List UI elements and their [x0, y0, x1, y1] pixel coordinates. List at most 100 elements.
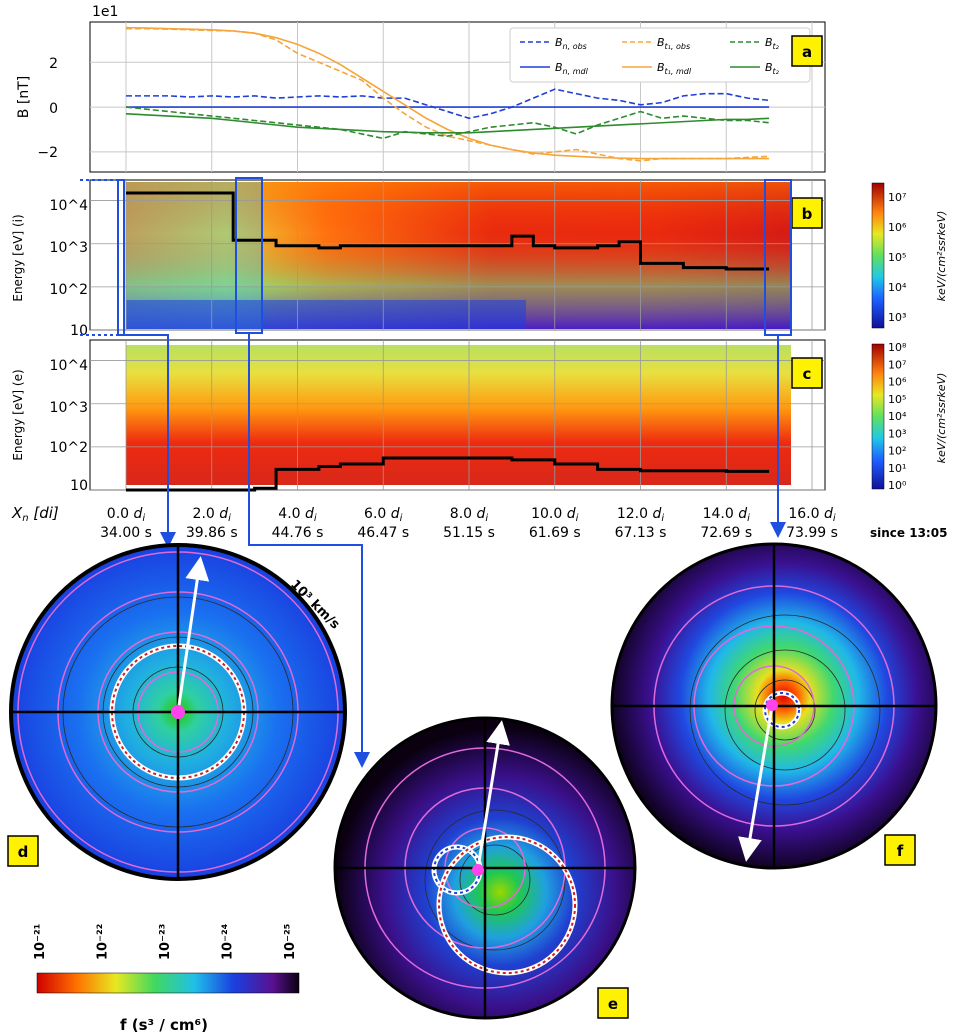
x-tick-time-7: 72.69 s	[700, 525, 752, 541]
badge-d: d	[7, 835, 39, 867]
a-ytick-2: 2	[49, 56, 58, 72]
svg-text:a: a	[802, 43, 812, 61]
cbar-b-t2: 10⁴	[888, 281, 907, 294]
a-ylabel: B [nT]	[16, 76, 32, 118]
panel-a: 1e1 2 0 −2 B [nT] Bn, obs Bn, mdl Bt₁, o…	[16, 4, 826, 173]
x-tick-time-0: 34.00 s	[100, 525, 152, 541]
svg-text:f: f	[897, 842, 904, 860]
x-tick-time-2: 44.76 s	[272, 525, 324, 541]
panel-d: 10³ km/s d	[7, 543, 347, 881]
arrow-f	[738, 705, 774, 862]
panel-b-trace	[126, 191, 770, 271]
cbar-c-tick-7: 10⁷	[888, 358, 906, 371]
colorbar-f-label: f (s³ / cm⁶)	[120, 1016, 208, 1034]
svg-text:e: e	[608, 995, 618, 1013]
arrow-e	[476, 720, 510, 869]
b-ytick-10: 10	[70, 323, 88, 339]
x-tick-di-0: 0.0 di	[107, 506, 146, 524]
cbar-f-tick-3: 10⁻²⁴	[221, 923, 236, 960]
contour-f-3	[689, 614, 881, 806]
panel-c: 10^4 10^3 10^2 10 Energy [eV] (e) c 10⁰1…	[11, 339, 948, 494]
panel-b: 10^4 10^3 10^2 10 Energy [eV] (i) b 10⁷ …	[11, 179, 948, 339]
x-tick-time-8: 73.99 s	[786, 525, 838, 541]
x-tick-di-8: 16.0 di	[788, 506, 836, 524]
b-ytick-1e2: 10^2	[50, 282, 88, 298]
x-tick-di-3: 6.0 di	[364, 506, 403, 524]
cbar-b-t4: 10⁶	[888, 221, 907, 234]
b-ytick-1e4: 10^4	[50, 198, 89, 214]
a-series-0	[126, 88, 770, 120]
badge-e: e	[597, 987, 629, 1019]
badge-a: a	[791, 35, 823, 67]
cbar-c-label: keV/(cm²ssrkeV)	[935, 373, 948, 464]
contour-f-2	[724, 649, 846, 771]
panel-c-heatmap	[126, 345, 791, 485]
colorbar-f-bar	[36, 972, 300, 994]
peak-marker-f	[766, 699, 778, 711]
cbar-f-tick-4: 10⁻²⁵	[283, 924, 298, 960]
peak-marker-e	[472, 864, 484, 876]
x-tick-di-5: 10.0 di	[531, 506, 579, 524]
svg-text:b: b	[802, 205, 813, 223]
x-tick-di-4: 8.0 di	[450, 506, 489, 524]
cbar-b-t1: 10³	[888, 311, 906, 324]
cbar-b-t3: 10⁵	[888, 251, 906, 264]
panel-a-legend: Bn, obs Bn, mdl Bt₁, obs Bt₁, mdl Bt₂ Bt…	[509, 27, 811, 83]
contour-e-2	[424, 809, 566, 951]
a-series-4	[125, 106, 770, 140]
c-ytick-1e2: 10^2	[50, 440, 88, 456]
cbar-c-tick-3: 10³	[888, 427, 906, 440]
x-tick-time-6: 67.13 s	[615, 525, 667, 541]
ring-e2	[438, 836, 576, 974]
cbar-c-tick-8: 10⁸	[888, 341, 907, 354]
x-tick-time-3: 46.47 s	[357, 525, 409, 541]
connector-d	[121, 334, 176, 548]
svg-text:c: c	[803, 365, 812, 383]
cbar-f-tick-2: 10⁻²³	[158, 924, 173, 960]
arrow-d	[176, 556, 210, 713]
panel-e: e	[333, 716, 637, 1020]
c-ytick-10: 10	[70, 478, 88, 494]
x-tick-di-6: 12.0 di	[617, 506, 665, 524]
badge-f: f	[884, 834, 916, 866]
cbar-c-tick-4: 10⁴	[888, 410, 907, 423]
panel-c-trace	[126, 456, 770, 492]
ring-f	[764, 692, 800, 728]
x-tick-labels: 0.0 di 2.0 di 4.0 di 6.0 di 8.0 di 10.0 di 12.…	[100, 506, 838, 541]
panel-a-series	[125, 26, 770, 162]
since-label: since 13:05	[870, 526, 947, 540]
badge-c: c	[791, 357, 823, 389]
cbar-b-t5: 10⁷	[888, 191, 906, 204]
x-tick-time-5: 61.69 s	[529, 525, 581, 541]
x-tick-time-4: 51.15 s	[443, 525, 495, 541]
a-series-5	[125, 112, 770, 134]
x-tick-di-1: 2.0 di	[193, 506, 232, 524]
colorbar-c	[871, 343, 885, 490]
x-tick-di-7: 14.0 di	[703, 506, 751, 524]
c-ylabel: Energy [eV] (e)	[11, 369, 25, 460]
badge-b: b	[791, 197, 823, 229]
a-ytick-0: 0	[49, 101, 58, 117]
c-ytick-1e4: 10^4	[50, 358, 89, 374]
cbar-c-ticks: 10⁰ 10¹ 10² 10³ 10⁴ 10⁵ 10⁶ 10⁷ 10⁸	[888, 341, 907, 492]
colorbar-f-ticks: 10⁻²¹ 10⁻²² 10⁻²³ 10⁻²⁴ 10⁻²⁵	[33, 923, 298, 960]
contour-f-1	[754, 679, 816, 741]
cbar-f-tick-1: 10⁻²²	[96, 924, 111, 960]
connectors	[80, 177, 792, 768]
b-ytick-1e3: 10^3	[50, 240, 88, 256]
panel-f: f	[610, 542, 938, 870]
cbar-b-label: keV/(cm²ssrkeV)	[935, 211, 948, 302]
colorbar-b	[871, 182, 885, 329]
x-tick-time-1: 39.86 s	[186, 525, 238, 541]
a-ytick-m2: −2	[37, 145, 58, 161]
cbar-c-tick-2: 10²	[888, 445, 906, 458]
connector-e	[248, 333, 370, 768]
colorbar-f: 10⁻²¹ 10⁻²² 10⁻²³ 10⁻²⁴ 10⁻²⁵ f (s³ / cm⁶)	[33, 923, 300, 1034]
x-tick-di-2: 4.0 di	[278, 506, 317, 524]
cbar-c-tick-0: 10⁰	[888, 479, 907, 492]
a-series-3	[125, 26, 770, 160]
scale-note: 1e1	[92, 4, 118, 20]
cbar-c-tick-5: 10⁵	[888, 393, 906, 406]
cbar-c-tick-6: 10⁶	[888, 376, 907, 389]
